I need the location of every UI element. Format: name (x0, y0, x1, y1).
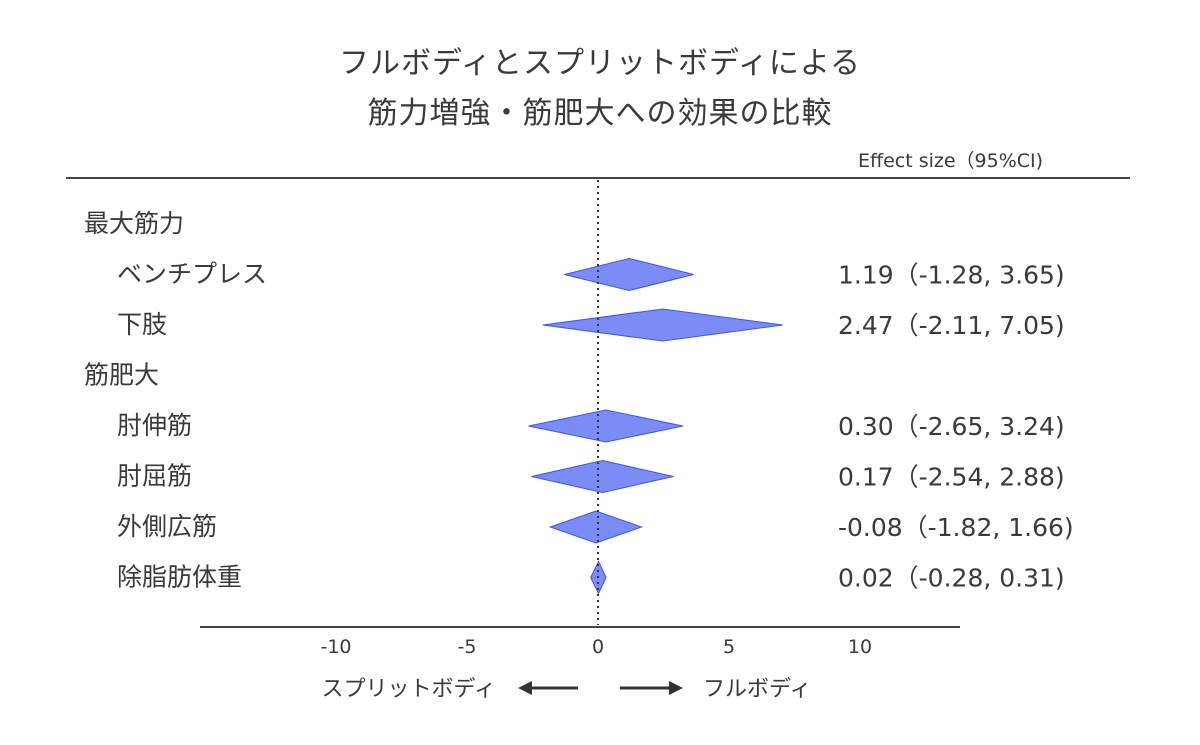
row-label: ベンチプレス (117, 260, 267, 289)
effect-ci-value: 0.17（-2.54, 2.88) (838, 463, 1065, 492)
row-label: 外側広筋 (117, 512, 217, 541)
effect-size-header: Effect size（95%CI) (858, 150, 1043, 172)
row-label: 肘伸筋 (117, 411, 192, 440)
direction-right-label: フルボディ (703, 677, 811, 702)
effect-diamond (542, 308, 783, 342)
group-label: 最大筋力 (84, 209, 184, 238)
x-tick-label: 0 (592, 636, 604, 658)
group-label: 筋肥大 (84, 361, 159, 390)
x-tick-label: -10 (320, 636, 351, 658)
effect-diamond (531, 459, 674, 494)
row-label: 下肢 (117, 310, 167, 339)
effect-diamond (548, 510, 644, 544)
x-tick-label: 10 (848, 636, 872, 658)
x-tick-label: -5 (458, 636, 477, 658)
effect-ci-value: 0.02（-0.28, 0.31) (838, 564, 1065, 593)
effect-ci-value: 2.47（-2.11, 7.05) (838, 311, 1065, 340)
effect-diamond (564, 257, 694, 292)
arrow-right-icon (620, 681, 683, 695)
chart-title-line1: フルボディとスプリットボディによる (339, 46, 861, 81)
arrow-left-icon (518, 681, 578, 695)
effect-ci-value: -0.08（-1.82, 1.66) (838, 513, 1074, 542)
x-tick-label: 5 (723, 636, 735, 658)
direction-left-label: スプリットボディ (322, 677, 496, 702)
x-axis-ticks: -10 -5 0 5 10 (320, 636, 872, 658)
effect-ci-value: 0.30（-2.65, 3.24) (838, 412, 1065, 441)
row-label: 除脂肪体重 (117, 563, 242, 592)
effect-ci-value: 1.19（-1.28, 3.65) (838, 261, 1065, 290)
effect-diamond (528, 409, 683, 443)
chart-title-line2: 筋力増強・筋肥大への効果の比較 (367, 96, 833, 131)
row-label: 肘屈筋 (117, 462, 192, 491)
